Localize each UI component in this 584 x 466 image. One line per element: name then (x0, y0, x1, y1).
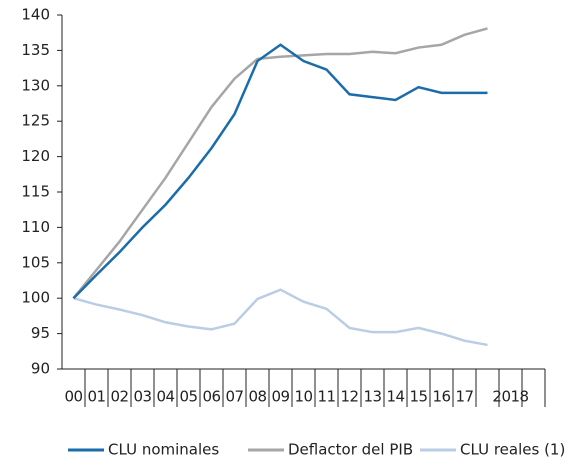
x-tick-label: 10 (294, 388, 312, 406)
x-tick-label: 09 (271, 388, 289, 406)
x-tick-label: 11 (317, 388, 335, 406)
y-tick-label: 90 (31, 360, 50, 378)
y-tick-label: 135 (21, 41, 50, 59)
x-tick-label: 04 (156, 388, 174, 406)
x-tick-label: 02 (110, 388, 128, 406)
x-tick-label: 06 (202, 388, 220, 406)
x-tick-label: 00 (64, 388, 82, 406)
x-tick-label: 14 (386, 388, 404, 406)
series-line (72, 27, 488, 299)
y-tick-label: 130 (21, 76, 50, 94)
x-tick-label: 17 (455, 388, 473, 406)
y-tick-label: 95 (31, 324, 50, 342)
x-tick-label: 01 (87, 388, 105, 406)
x-tick-label: 07 (225, 388, 243, 406)
x-tick-label: 15 (409, 388, 427, 406)
x-tick-label: 13 (363, 388, 381, 406)
y-tick-label: 110 (21, 218, 50, 236)
x-tick-label: 08 (248, 388, 266, 406)
y-tick-label: 105 (21, 253, 50, 271)
y-tick-label: 140 (21, 6, 50, 24)
legend-label: Deflactor del PIB (288, 441, 413, 459)
y-tick-label: 125 (21, 112, 50, 130)
y-tick-label: 120 (21, 147, 50, 165)
x-tick-label: 16 (432, 388, 450, 406)
x-tick-label: 03 (133, 388, 151, 406)
x-tick-label: 05 (179, 388, 197, 406)
y-tick-label: 115 (21, 183, 50, 201)
y-tick-label: 100 (21, 289, 50, 307)
x-tick-label: 12 (340, 388, 358, 406)
series-line (73, 288, 488, 347)
legend-label: CLU reales (1) (460, 441, 565, 459)
x-tick-label: 2018 (492, 388, 528, 406)
series-line (72, 43, 488, 300)
legend-label: CLU nominales (108, 441, 219, 459)
